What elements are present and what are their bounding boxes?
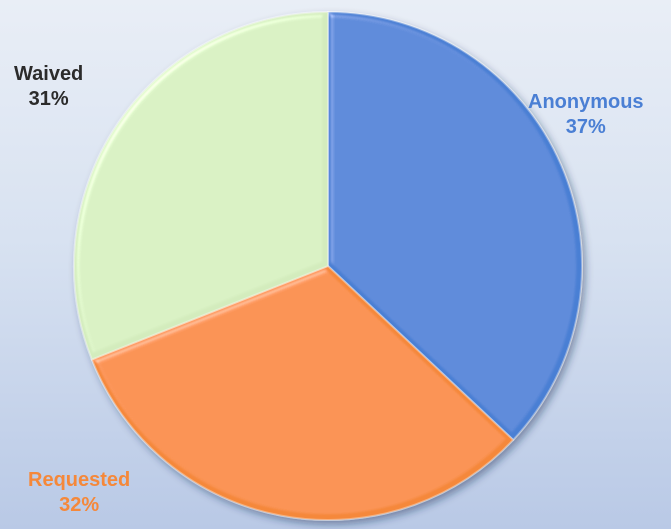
pie-slice-waived	[73, 10, 329, 361]
slice-label-anonymous: Anonymous 37%	[528, 90, 644, 140]
slice-label-waived: Waived 31%	[14, 62, 83, 112]
slice-category-waived: Waived	[14, 63, 84, 85]
slice-category-requested: Requested	[28, 469, 131, 491]
slice-label-requested: Requested 32%	[28, 468, 130, 518]
slice-percent-requested: 32%	[59, 494, 100, 516]
pie-slice-anonymous	[327, 10, 583, 442]
pie-slice-requested	[90, 264, 515, 521]
slice-percent-anonymous: 37%	[565, 116, 606, 138]
slice-percent-waived: 31%	[28, 88, 69, 110]
slice-category-anonymous: Anonymous	[528, 91, 644, 113]
